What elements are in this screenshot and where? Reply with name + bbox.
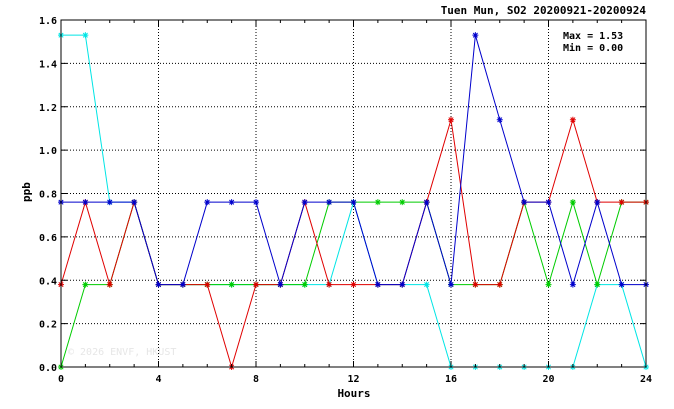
x-tick-label: 8	[253, 374, 259, 385]
data-point-marker	[228, 199, 235, 206]
y-tick-label: 1.0	[39, 146, 57, 157]
y-tick-label: 1.6	[39, 16, 57, 27]
x-tick-label: 12	[347, 374, 359, 385]
data-point-marker	[618, 199, 625, 206]
data-point-marker	[350, 281, 357, 288]
data-series	[58, 32, 649, 370]
chart-title: Tuen Mun, SO2 20200921-20200924	[441, 4, 647, 17]
data-point-marker	[204, 281, 211, 288]
data-point-marker	[594, 281, 601, 288]
axis-ticks: 0 4 8 12 16 20 24 0.0 0.2 0.4 0.6 0.8 1.0 1.2 1.4 1.6	[39, 16, 652, 385]
data-point-marker	[496, 281, 503, 288]
data-point-marker	[374, 281, 381, 288]
data-point-marker	[423, 281, 430, 288]
data-point-marker	[82, 199, 89, 206]
x-tick-label: 0	[58, 374, 64, 385]
data-point-marker	[277, 281, 284, 288]
data-point-marker	[618, 281, 625, 288]
y-axis-label: ppb	[20, 182, 33, 202]
x-tick-label: 16	[445, 374, 457, 385]
data-point-marker	[472, 281, 479, 288]
data-point-marker	[106, 199, 113, 206]
x-tick-label: 4	[155, 374, 161, 385]
y-tick-label: 0.2	[39, 320, 57, 331]
data-point-marker	[521, 199, 528, 206]
data-point-marker	[131, 199, 138, 206]
y-tick-label: 0.0	[39, 363, 57, 374]
data-point-marker	[204, 199, 211, 206]
data-point-marker	[253, 281, 259, 288]
data-point-marker	[82, 281, 89, 288]
watermark: © 2026 ENVF, HKUST	[68, 347, 176, 358]
data-point-marker	[155, 281, 162, 288]
series-line-4	[61, 35, 646, 287]
data-point-marker	[374, 199, 381, 206]
data-point-marker	[82, 32, 89, 39]
data-point-marker	[569, 281, 576, 288]
y-tick-label: 0.6	[39, 233, 57, 244]
data-point-marker	[448, 281, 454, 288]
data-point-marker	[594, 199, 601, 206]
data-point-marker	[448, 116, 454, 123]
data-point-marker	[350, 199, 357, 206]
x-axis-label: Hours	[337, 387, 370, 400]
data-point-marker	[301, 281, 308, 288]
data-point-marker	[326, 199, 333, 206]
x-tick-label: 24	[640, 374, 652, 385]
x-tick-label: 20	[542, 374, 554, 385]
data-point-marker	[301, 199, 308, 206]
data-point-marker	[545, 281, 552, 288]
data-point-marker	[179, 281, 186, 288]
data-point-marker	[399, 281, 406, 288]
grid-lines	[61, 20, 646, 367]
data-point-marker	[253, 199, 259, 206]
data-point-marker	[423, 199, 430, 206]
stat-max: Max = 1.53	[563, 31, 623, 42]
data-point-marker	[569, 116, 576, 123]
y-tick-label: 0.8	[39, 190, 57, 201]
data-point-marker	[106, 281, 113, 288]
y-tick-label: 1.2	[39, 103, 57, 114]
data-point-marker	[545, 199, 552, 206]
data-point-marker	[472, 32, 479, 39]
y-tick-label: 0.4	[39, 276, 57, 287]
data-point-marker	[326, 281, 333, 288]
data-point-marker	[569, 199, 576, 206]
y-tick-label: 1.4	[39, 59, 57, 70]
data-point-marker	[399, 199, 406, 206]
data-point-marker	[496, 116, 503, 123]
data-point-marker	[228, 281, 235, 288]
stat-min: Min = 0.00	[563, 42, 623, 54]
